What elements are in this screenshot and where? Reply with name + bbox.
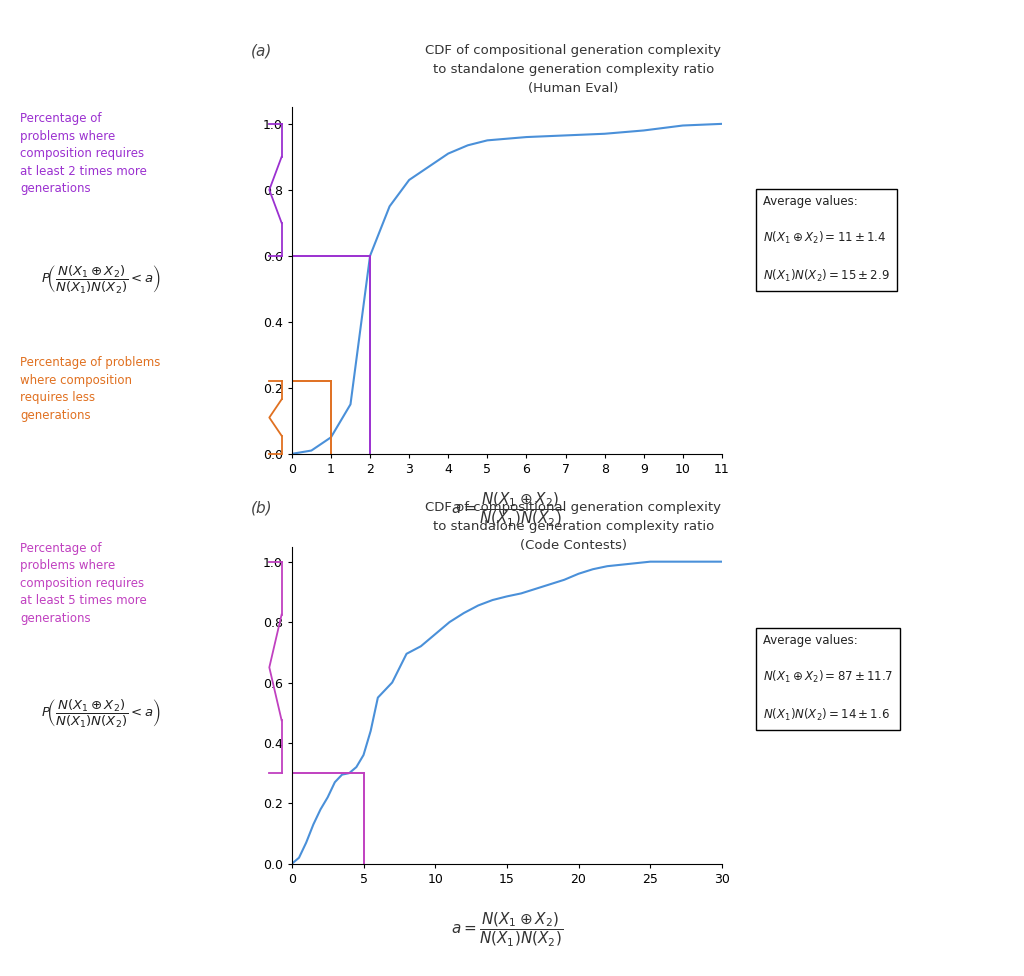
- Text: (b): (b): [251, 501, 272, 515]
- Text: $a = \dfrac{N(X_1 \oplus X_2)}{N(X_1)N(X_2)}$: $a = \dfrac{N(X_1 \oplus X_2)}{N(X_1)N(X…: [451, 911, 563, 949]
- Text: Average values:

$N(X_1 \oplus X_2) = 11 \pm 1.4$

$N(X_1)N(X_2) = 15 \pm 2.9$: Average values: $N(X_1 \oplus X_2) = 11 …: [763, 195, 890, 284]
- Text: $P\!\left(\dfrac{N(X_1 \oplus X_2)}{N(X_1)N(X_2)} < a\right)$: $P\!\left(\dfrac{N(X_1 \oplus X_2)}{N(X_…: [41, 264, 161, 296]
- Text: Percentage of
problems where
composition requires
at least 5 times more
generati: Percentage of problems where composition…: [20, 542, 147, 625]
- Text: $a = \dfrac{N(X_1 \oplus X_2)}{N(X_1)N(X_2)}$: $a = \dfrac{N(X_1 \oplus X_2)}{N(X_1)N(X…: [451, 491, 563, 529]
- Text: $P\!\left(\dfrac{N(X_1 \oplus X_2)}{N(X_1)N(X_2)} < a\right)$: $P\!\left(\dfrac{N(X_1 \oplus X_2)}{N(X_…: [41, 698, 161, 730]
- Text: CDF of compositional generation complexity
to standalone generation complexity r: CDF of compositional generation complexi…: [425, 501, 722, 551]
- Text: Percentage of
problems where
composition requires
at least 2 times more
generati: Percentage of problems where composition…: [20, 112, 147, 195]
- Text: CDF of compositional generation complexity
to standalone generation complexity r: CDF of compositional generation complexi…: [425, 44, 722, 95]
- Text: Percentage of problems
where composition
requires less
generations: Percentage of problems where composition…: [20, 356, 161, 422]
- Text: (a): (a): [251, 44, 272, 59]
- Text: Average values:

$N(X_1 \oplus X_2) = 87 \pm 11.7$

$N(X_1)N(X_2) = 14 \pm 1.6$: Average values: $N(X_1 \oplus X_2) = 87 …: [763, 634, 893, 723]
